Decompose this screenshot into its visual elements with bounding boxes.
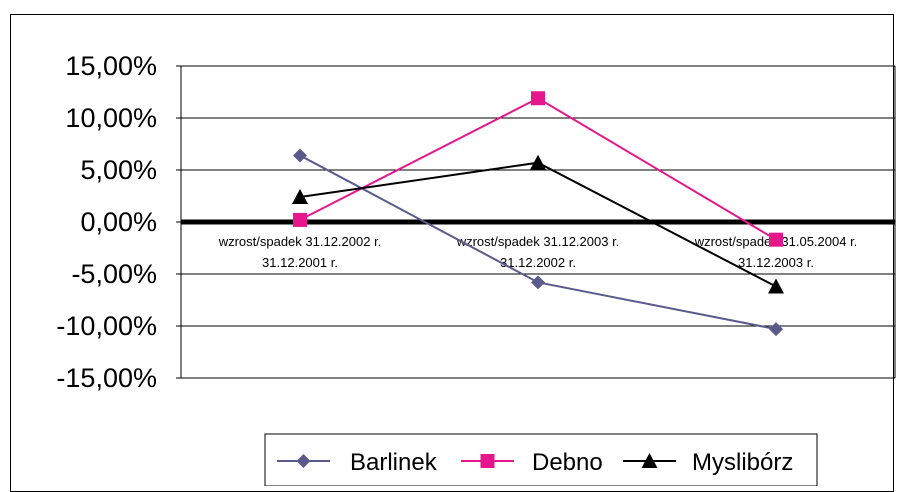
x-tick-label: 31.12.2002 r. xyxy=(500,255,576,270)
legend-marker-debno xyxy=(480,454,495,468)
legend-marker-myslib-rz xyxy=(641,453,658,468)
x-tick-label: wzrost/spadek 31.12.2003 r. xyxy=(456,234,620,249)
x-tick-label: 31.12.2003 r. xyxy=(738,255,814,270)
y-tick-label: -10,00% xyxy=(56,311,157,341)
y-tick-label: -15,00% xyxy=(56,363,157,393)
legend-label-barlinek: Barlinek xyxy=(350,449,438,476)
data-point-debno xyxy=(531,91,545,106)
data-point-barlinek xyxy=(293,148,307,163)
legend-marker-barlinek xyxy=(296,454,311,468)
x-tick-label: wzrost/spadek 31.12.2002 r. xyxy=(218,234,382,249)
data-point-barlinek xyxy=(531,275,545,290)
y-tick-label: 5,00% xyxy=(80,155,157,185)
legend-box xyxy=(264,433,818,486)
x-tick-label: 31.12.2001 r. xyxy=(262,255,338,270)
legend-label-myslib-rz: Myslibórz xyxy=(692,449,793,476)
data-point-debno xyxy=(769,232,783,247)
data-point-myslib-rz xyxy=(292,189,308,205)
data-point-myslib-rz xyxy=(530,154,546,170)
y-tick-label: 0,00% xyxy=(80,207,157,237)
data-point-debno xyxy=(293,212,307,227)
data-point-barlinek xyxy=(769,322,783,337)
y-tick-label: -5,00% xyxy=(71,259,157,289)
y-tick-label: 10,00% xyxy=(65,103,157,133)
data-point-myslib-rz xyxy=(768,278,784,294)
y-tick-label: 15,00% xyxy=(65,51,157,81)
legend-label-debno: Debno xyxy=(532,449,603,476)
chart-frame xyxy=(10,14,894,492)
